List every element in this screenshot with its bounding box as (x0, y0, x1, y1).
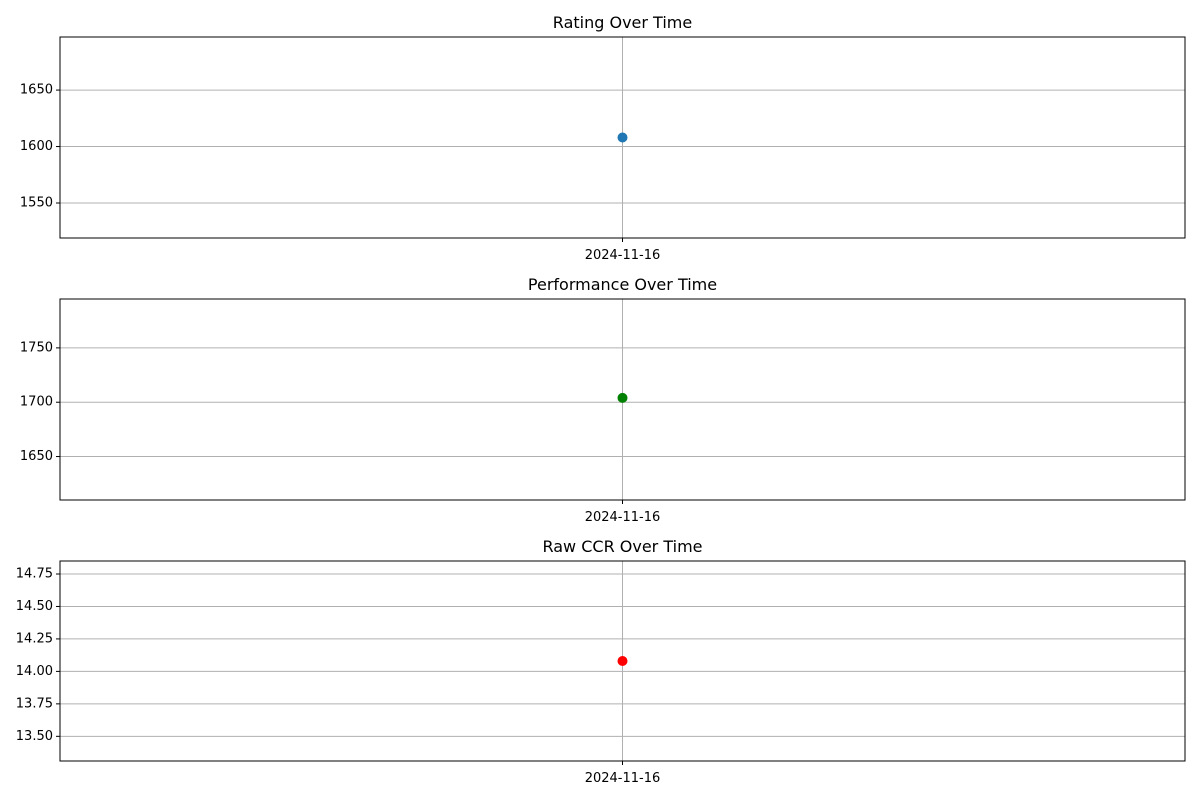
y-tick-label: 13.75 (16, 696, 53, 711)
y-tick-label: 1600 (20, 139, 53, 154)
y-tick-label: 1700 (20, 395, 53, 410)
data-point (617, 132, 628, 143)
chart-title: Rating Over Time (553, 13, 692, 32)
y-tick-label: 14.75 (16, 566, 53, 581)
y-tick-label: 1550 (20, 195, 53, 210)
chart-title: Raw CCR Over Time (542, 537, 702, 556)
chart-panel-1: 1550 1600 1650 2024-11-16 Rating Over Time (20, 13, 1186, 263)
chart-panel-3: 13.50 13.75 14.00 14.25 14.50 14.75 2024-11-16… (16, 537, 1186, 786)
y-tick-label: 1750 (20, 340, 53, 355)
x-tick-label: 2024-11-16 (585, 510, 661, 525)
y-tick-label: 14.25 (16, 631, 53, 646)
y-tick-label: 14.50 (16, 599, 53, 614)
chart-title: Performance Over Time (528, 275, 717, 294)
data-point (617, 656, 628, 666)
y-tick-label: 14.00 (16, 664, 53, 679)
y-tick-label: 13.50 (16, 729, 53, 744)
y-tick-label: 1650 (20, 83, 53, 98)
data-point (617, 392, 628, 403)
chart-panel-2: 1650 1700 1750 2024-11-16 Performance Over T… (20, 275, 1186, 525)
x-tick-label: 2024-11-16 (585, 248, 661, 263)
y-tick-label: 1650 (20, 449, 53, 464)
x-tick-label: 2024-11-16 (585, 771, 661, 786)
